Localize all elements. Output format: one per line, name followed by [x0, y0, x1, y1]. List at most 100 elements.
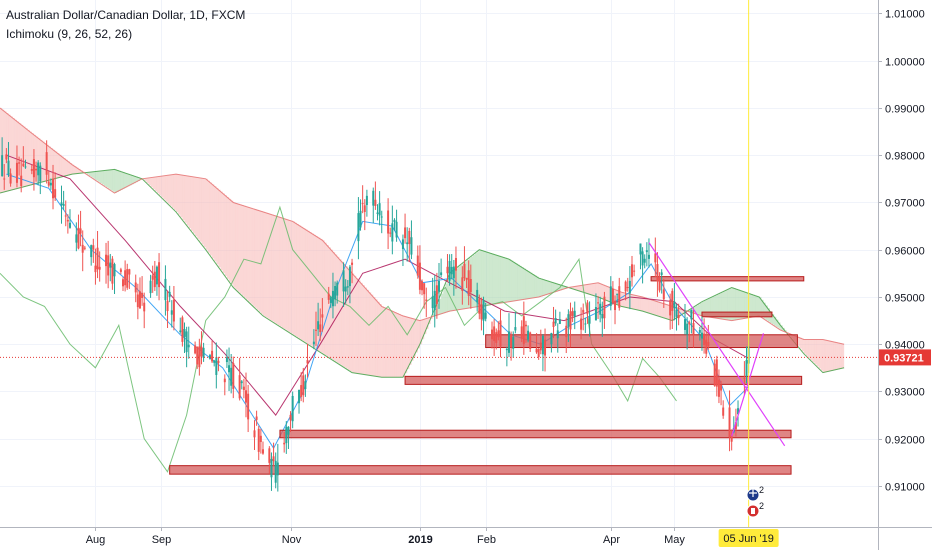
cloud-slice	[803, 339, 806, 354]
cloud-slice	[434, 308, 437, 316]
candle-body	[507, 331, 510, 353]
symbol-title[interactable]: Australian Dollar/Canadian Dollar, 1D, F…	[6, 8, 246, 22]
candle-body	[628, 280, 631, 294]
cloud-slice	[40, 139, 43, 183]
candle-body	[198, 346, 201, 368]
candle-body	[83, 247, 86, 249]
cloud-slice	[106, 170, 109, 188]
cloud-slice	[661, 303, 664, 318]
time-axis[interactable]: Aug Sep Nov 2019 Feb Apr May	[86, 527, 686, 546]
candle-body	[346, 286, 349, 288]
cloud-slice	[723, 291, 726, 320]
candle-body	[39, 165, 42, 182]
candle-body	[287, 426, 290, 435]
cloud-slice	[835, 342, 838, 370]
cloud-slice	[154, 177, 158, 192]
cloud-slice	[733, 288, 736, 321]
candle-body	[569, 311, 572, 330]
australia-flag-icon[interactable]: 2	[746, 485, 764, 502]
zone-rectangle[interactable]	[169, 465, 792, 475]
price-tick-label: 0.91000	[885, 482, 925, 494]
cloud-slice	[19, 123, 22, 189]
cloud-slice	[725, 290, 728, 320]
price-tag-background	[879, 349, 931, 366]
cloud-slice	[808, 339, 811, 358]
cloud-slice	[373, 296, 376, 376]
candle-body	[298, 389, 301, 404]
candle-body	[107, 255, 110, 276]
candle-body	[238, 375, 241, 399]
cloud-slice	[29, 131, 32, 186]
cloud-slice	[727, 289, 730, 320]
candle-body	[3, 178, 6, 180]
candle-body	[90, 245, 93, 258]
cloud-slice	[50, 148, 54, 180]
cloud-slice	[710, 297, 713, 318]
candle-body	[111, 258, 114, 284]
cloud-slice	[167, 175, 170, 204]
cloud-slice	[653, 300, 656, 315]
indicator-label[interactable]: Ichimoku (9, 26, 52, 26)	[6, 27, 133, 41]
cloud-slice	[222, 193, 225, 273]
event-markers[interactable]: 22	[746, 485, 764, 518]
candle-body	[155, 266, 158, 285]
cloud-slice	[706, 299, 709, 317]
cloud-slice	[712, 296, 715, 318]
cloud-slice	[383, 307, 387, 378]
candle-body	[300, 385, 303, 397]
candle-body	[389, 232, 392, 234]
candle-body	[554, 318, 557, 324]
cloud-slice	[341, 261, 344, 366]
candle-body	[124, 270, 127, 286]
cloud-slice	[243, 205, 247, 298]
cloud-slice	[246, 206, 249, 300]
cloud-slice	[695, 305, 698, 314]
cloud-slice	[776, 319, 779, 328]
canada-flag-icon[interactable]: 2	[746, 501, 764, 518]
candle-body	[611, 288, 614, 304]
candle-body	[138, 291, 141, 309]
cloud-slice	[220, 191, 223, 271]
trendlines[interactable]	[648, 242, 786, 447]
trendline[interactable]	[731, 333, 765, 437]
price-axis[interactable]: 1.01000 1.00000 0.99000 0.98000 0.97000 0.960…	[878, 9, 925, 494]
cloud-slice	[708, 298, 711, 317]
cloud-slice	[487, 252, 490, 306]
cloud-slice	[528, 271, 531, 299]
candle-body	[75, 234, 78, 243]
trendline[interactable]	[648, 242, 786, 447]
cloud-slice	[258, 210, 261, 312]
flag-leaf	[750, 508, 755, 514]
candle-body	[686, 323, 689, 335]
candle-body	[662, 289, 665, 300]
cloud-slice	[746, 292, 749, 319]
cloud-slice	[668, 305, 671, 320]
candle-body	[113, 264, 116, 277]
support-resistance-zones[interactable]	[169, 276, 805, 475]
zone-rectangle[interactable]	[701, 311, 773, 318]
zone-rectangle[interactable]	[485, 334, 798, 349]
cloud-slice	[216, 187, 219, 265]
cloud-slice	[517, 264, 520, 301]
zone-rectangle[interactable]	[650, 276, 805, 282]
cloud-slice	[267, 213, 270, 319]
cloud-slice	[366, 289, 370, 375]
cloud-slice	[78, 168, 81, 174]
candle-body	[597, 302, 600, 304]
candle-body	[688, 322, 691, 325]
cloud-slice	[16, 121, 20, 189]
cloud-slice	[646, 298, 650, 313]
cloud-slice	[178, 174, 181, 215]
cloud-slice	[53, 149, 56, 180]
candle-body	[700, 332, 703, 339]
zone-rectangle[interactable]	[404, 375, 803, 385]
zone-rectangle[interactable]	[279, 429, 792, 439]
cloud-slice	[464, 261, 467, 309]
cloud-slice	[763, 302, 766, 319]
candle-body	[49, 182, 52, 186]
cloud-slice	[657, 301, 660, 316]
cloud-slice	[33, 134, 37, 185]
cloud-slice	[36, 136, 39, 184]
candle-body	[717, 379, 720, 397]
